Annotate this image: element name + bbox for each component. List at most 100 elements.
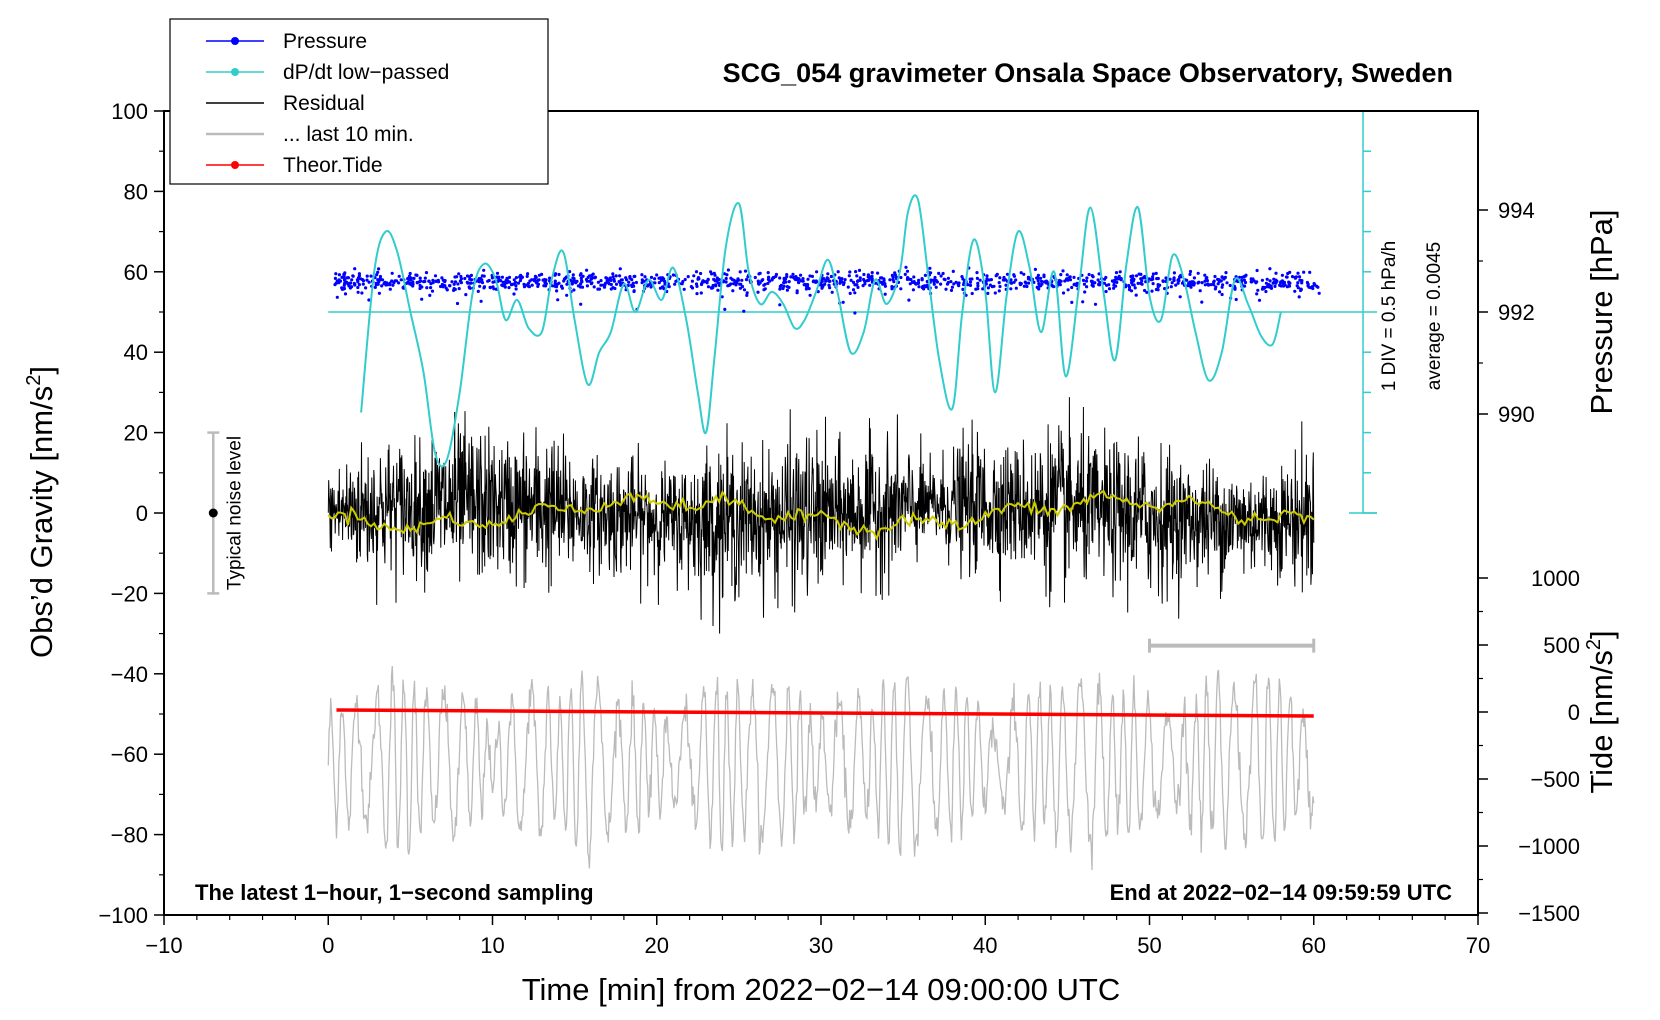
pressure-point <box>655 273 659 277</box>
pressure-point <box>792 275 796 280</box>
pressure-point <box>1307 285 1311 289</box>
pressure-point <box>499 279 503 283</box>
pressure-point <box>337 273 341 277</box>
pressure-point <box>441 278 445 282</box>
pressure-point <box>399 278 403 282</box>
pressure-point <box>920 278 924 282</box>
pressure-point <box>830 290 834 294</box>
pressure-point <box>841 300 845 304</box>
pressure-point <box>1039 279 1044 283</box>
pressure-point <box>431 278 435 282</box>
pressure-point <box>1251 277 1255 281</box>
pressure-point <box>944 287 948 291</box>
pressure-point <box>808 293 812 297</box>
pressure-point <box>463 276 467 281</box>
pressure-point <box>891 275 895 279</box>
pressure-point <box>1142 288 1147 293</box>
pressure-point <box>614 282 619 286</box>
pressure-point <box>335 295 339 299</box>
pressure-point <box>1191 280 1195 284</box>
pressure-point <box>379 278 383 282</box>
pressure-point <box>487 278 491 283</box>
pressure-point <box>732 278 736 282</box>
pressure-point <box>738 282 742 286</box>
pressure-point <box>994 274 998 278</box>
pressure-point <box>961 277 965 281</box>
pressure-point <box>853 291 857 295</box>
pressure-point <box>477 280 482 284</box>
pressure-point <box>1168 277 1172 281</box>
pressure-point <box>1290 275 1295 279</box>
pressure-point <box>507 280 512 284</box>
pressure-point <box>939 282 943 286</box>
pressure-point <box>525 274 529 278</box>
pressure-point <box>1228 283 1232 288</box>
pressure-point <box>1012 280 1016 284</box>
pressure-point <box>1196 281 1200 285</box>
pressure-tick-label: 990 <box>1498 402 1535 427</box>
pressure-point <box>706 278 710 282</box>
pressure-point <box>353 267 357 271</box>
pressure-point <box>858 276 862 280</box>
pressure-point <box>904 265 908 269</box>
pressure-point <box>1297 275 1302 279</box>
pressure-point <box>397 281 401 285</box>
pressure-point <box>1019 271 1023 275</box>
pressure-point <box>491 280 495 284</box>
pressure-point <box>593 276 597 280</box>
pressure-point <box>1156 288 1160 292</box>
pressure-point <box>716 288 720 292</box>
pressure-point <box>1243 280 1248 285</box>
pressure-point <box>514 284 518 288</box>
pressure-point <box>970 277 974 281</box>
pressure-point <box>899 287 903 291</box>
pressure-point <box>465 280 469 284</box>
pressure-point <box>601 283 606 287</box>
pressure-point <box>1063 279 1067 283</box>
pressure-point <box>876 271 880 275</box>
pressure-point <box>1018 283 1023 287</box>
pressure-point <box>1302 270 1306 274</box>
pressure-point <box>866 275 870 279</box>
pressure-point <box>903 272 907 276</box>
pressure-point <box>893 271 897 275</box>
pressure-point <box>599 283 603 287</box>
pressure-point <box>854 270 858 274</box>
pressure-point <box>1280 280 1284 284</box>
pressure-point <box>630 284 634 289</box>
pressure-point <box>376 282 380 286</box>
pressure-point <box>970 291 974 296</box>
tide-tick-label: 1000 <box>1531 566 1580 591</box>
pressure-point <box>696 277 700 281</box>
pressure-point <box>804 284 809 288</box>
pressure-point <box>993 291 997 295</box>
pressure-point <box>950 285 955 289</box>
pressure-point <box>1014 286 1018 290</box>
y-axis-label-tide: Tide [nm/s2] <box>1583 630 1619 793</box>
pressure-point <box>428 293 432 297</box>
pressure-point <box>418 276 422 280</box>
pressure-point <box>907 298 911 302</box>
pressure-point <box>836 270 840 274</box>
pressure-point <box>562 279 566 283</box>
pressure-point <box>1311 286 1315 291</box>
pressure-point <box>388 283 392 287</box>
pressure-point <box>863 279 867 283</box>
pressure-point <box>978 278 982 282</box>
pressure-point <box>1009 287 1013 291</box>
pressure-point <box>961 287 965 291</box>
pressure-point <box>1050 284 1054 288</box>
pressure-point <box>975 271 979 275</box>
tide-tick-label: 500 <box>1543 633 1580 658</box>
pressure-point <box>1143 274 1147 279</box>
pressure-point <box>1112 286 1116 290</box>
pressure-point <box>782 279 786 284</box>
pressure-point <box>596 287 600 291</box>
pressure-point <box>968 283 973 287</box>
pressure-point <box>1176 281 1180 285</box>
y-axis-label-left-sup: 2 <box>23 375 45 386</box>
pressure-point <box>469 281 473 285</box>
pressure-point <box>619 283 623 287</box>
pressure-point <box>1075 281 1079 285</box>
pressure-point <box>356 290 360 294</box>
